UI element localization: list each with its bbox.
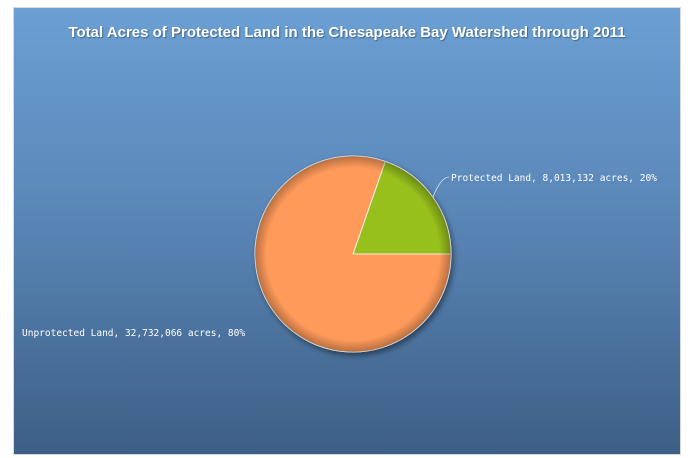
data-label-unprotected-land: Unprotected Land, 32,732,066 acres, 80% <box>22 328 245 339</box>
pie-chart: Protected Land, 8,013,132 acres, 20% Unpr… <box>22 155 657 353</box>
leader-line-protected-land <box>432 176 450 198</box>
data-label-protected-land: Protected Land, 8,013,132 acres, 20% <box>451 173 657 184</box>
chart-title: Total Acres of Protected Land in the Che… <box>68 24 626 41</box>
chart-area: Total Acres of Protected Land in the Che… <box>13 7 681 455</box>
pie-rim-shading <box>255 156 451 352</box>
